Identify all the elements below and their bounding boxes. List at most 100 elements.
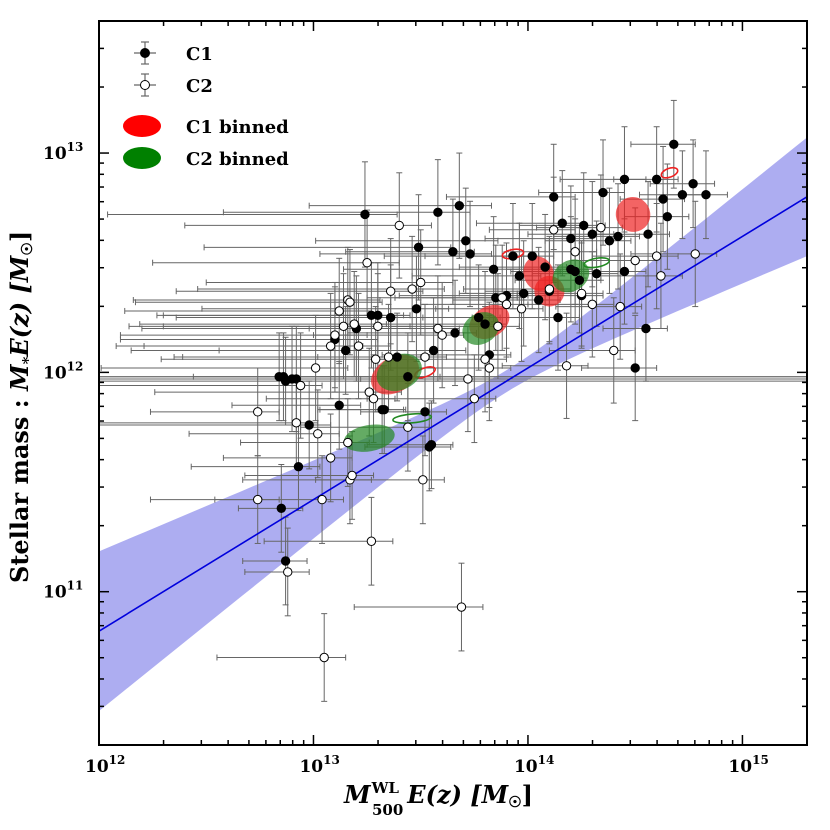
data-point-c1 [591, 268, 602, 279]
data-point-c1 [701, 190, 711, 200]
c2-binned-ellipse [392, 412, 433, 424]
data-point-c1 [413, 242, 424, 253]
data-point-c1 [403, 372, 413, 382]
data-point-c2 [596, 222, 606, 233]
data-point-c2 [325, 453, 336, 463]
data-point-c1 [334, 400, 344, 410]
data-point-c2 [437, 330, 447, 340]
data-point-c1 [518, 288, 529, 299]
legend: C1 C2 C1 binned C2 binned [123, 41, 289, 170]
data-point-c2 [347, 470, 357, 481]
data-point-c2 [373, 321, 383, 332]
data-point-c2 [463, 374, 473, 384]
data-point-c1 [574, 275, 585, 285]
data-point-c1 [514, 271, 525, 281]
data-point-c1 [454, 200, 465, 211]
data-point-c1 [465, 249, 475, 259]
data-point-c2 [561, 361, 572, 371]
data-point-c2 [630, 255, 640, 266]
data-point-c1 [373, 310, 383, 321]
data-point-c1 [304, 420, 314, 430]
data-point-c2 [368, 393, 379, 404]
y-tick-label: 1013 [43, 140, 83, 164]
data-point-c1 [688, 179, 698, 189]
data-point-c1 [553, 312, 563, 323]
data-point-c2 [343, 437, 353, 448]
data-point-c1 [548, 192, 559, 202]
data-point-c1 [450, 328, 460, 338]
data-point-c1 [448, 247, 458, 257]
data-point-c2 [418, 475, 428, 485]
data-point-c1 [527, 251, 537, 261]
data-point-c1 [461, 236, 471, 246]
data-point-c1 [488, 264, 499, 274]
data-point-c1 [385, 312, 396, 323]
data-point-c2 [493, 321, 503, 332]
data-point-c2 [548, 225, 559, 235]
data-point-c1 [641, 323, 651, 334]
data-point-c2 [366, 536, 377, 546]
data-point-c1 [604, 236, 615, 246]
legend-c2-binned-label: C2 binned [186, 149, 289, 170]
x-tick-label: 1012 [85, 753, 125, 777]
legend-c2-marker [134, 73, 156, 97]
data-point-c1 [669, 139, 679, 149]
data-point-c2 [407, 284, 417, 294]
data-point-c2 [353, 341, 364, 351]
data-point-c1 [566, 264, 576, 274]
data-point-c1 [473, 312, 484, 323]
data-point-c1 [613, 231, 623, 242]
data-point-c2 [497, 293, 507, 303]
data-point-c1 [420, 407, 430, 417]
data-point-c1 [411, 304, 422, 314]
data-point-c2 [615, 301, 625, 312]
legend-c2-label: C2 [186, 76, 213, 97]
data-point-c2 [651, 251, 662, 261]
data-point-c2 [310, 363, 321, 373]
data-point-c2 [656, 271, 666, 281]
confidence-band-group [99, 137, 807, 711]
data-point-c2 [469, 393, 480, 404]
errorbar-c1-58 [581, 314, 658, 422]
data-point-c2 [364, 387, 374, 397]
data-point-c2 [385, 286, 396, 296]
data-point-c2 [420, 352, 430, 362]
legend-c1-binned-label: C1 binned [186, 117, 289, 138]
data-point-c1 [630, 363, 640, 373]
axis-ticks-group [98, 20, 808, 746]
data-point-c1 [276, 503, 287, 514]
data-point-c2 [516, 304, 527, 314]
data-point-c2 [370, 354, 381, 364]
data-point-c2 [587, 299, 598, 310]
legend-c1-binned-marker [123, 115, 161, 137]
data-point-c1 [280, 556, 291, 566]
data-point-c1 [428, 345, 439, 356]
y-axis-title: Stellar mass : M*E(z) [M☉] [5, 231, 37, 583]
data-point-group [253, 139, 711, 663]
data-point-c2 [576, 288, 587, 299]
x-tick-label: 1015 [728, 753, 768, 777]
data-point-c1 [480, 319, 490, 329]
c2-binned-ellipse [583, 257, 611, 269]
fit-line-group [99, 196, 807, 632]
c2-binned-ellipse [343, 424, 395, 452]
y-tick-label: 1012 [43, 359, 83, 383]
data-point-c1 [508, 251, 518, 261]
data-point-c1 [291, 374, 302, 384]
data-point-c2 [325, 341, 336, 351]
data-point-c2 [283, 567, 293, 577]
data-point-c2 [416, 277, 426, 288]
data-point-c2 [609, 345, 619, 356]
data-point-c2 [456, 602, 467, 612]
data-point-c2 [433, 323, 443, 334]
data-point-c1 [619, 266, 630, 277]
fit-line [99, 196, 807, 632]
data-point-c2 [345, 297, 355, 307]
legend-c1-label: C1 [186, 44, 213, 65]
data-point-c2 [313, 429, 323, 439]
x-axis-title: MWL 500E(z) [M☉] [343, 779, 533, 819]
data-point-c2 [383, 352, 394, 362]
data-point-c2 [319, 652, 329, 663]
data-point-c2 [334, 306, 344, 316]
